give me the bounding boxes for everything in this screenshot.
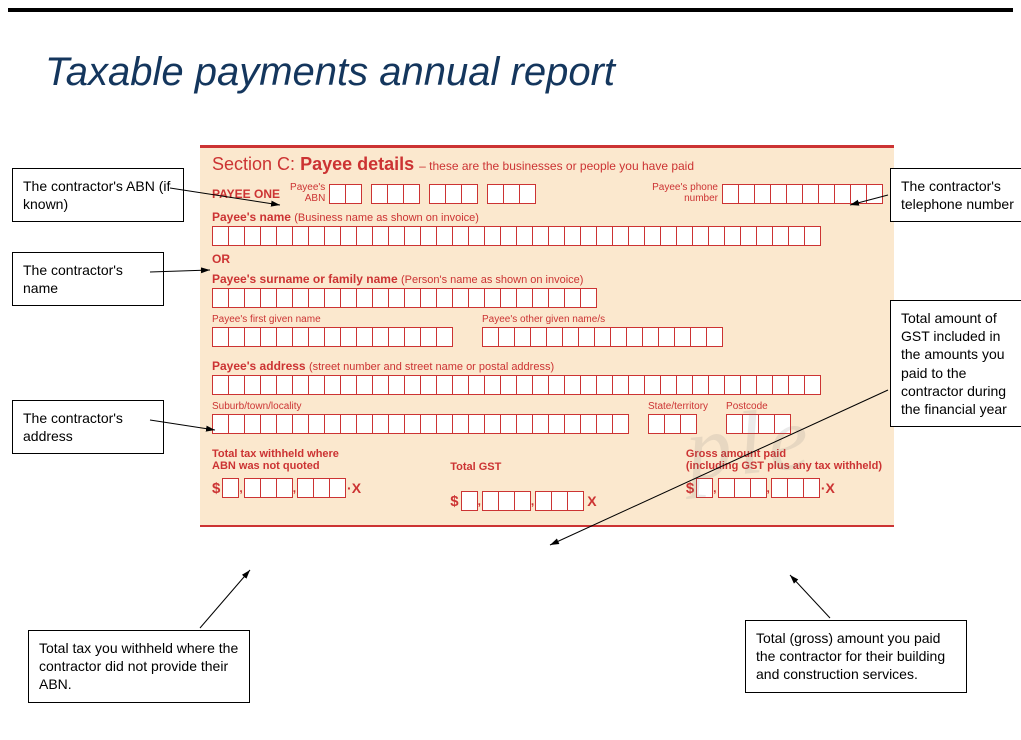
page-top-border [8,8,1013,12]
surname-heading: Payee's surname or family name (Person's… [212,272,882,286]
gross-input[interactable]: $,,·X [686,478,882,498]
address-heading: Payee's address (street number and stree… [212,359,882,373]
address-label: Payee's address [212,359,306,373]
payee-abn-row: PAYEE ONE Payee's ABN Payee's phone numb… [212,183,882,204]
suburb-input[interactable] [212,414,628,434]
gross-label: Gross amount paid (including GST plus an… [686,448,882,474]
suburb-row: Suburb/town/locality State/territory Pos… [212,401,882,440]
payee-abn-label: Payee's ABN [290,183,325,204]
section-sub: – these are the businesses or people you… [419,159,694,173]
first-given-label: Payee's first given name [212,314,452,325]
payee-name-hint: (Business name as shown on invoice) [294,212,479,224]
payee-phone-label: Payee's phone number [652,183,718,204]
form-section-c: Section C: Payee details – these are the… [200,145,894,527]
callout-gst: Total amount of GST included in the amou… [890,300,1021,427]
section-heading: Section C: Payee details – these are the… [212,154,882,175]
given-names-row: Payee's first given name Payee's other g… [212,314,882,353]
payee-one-label: PAYEE ONE [212,187,280,201]
page-title: Taxable payments annual report [45,50,615,95]
abn-input-boxes[interactable] [329,184,535,204]
postcode-label: Postcode [726,401,790,412]
state-label: State/territory [648,401,708,412]
address-hint: (street number and street name or postal… [309,361,554,373]
callout-withheld: Total tax you withheld where the contrac… [28,630,250,703]
payee-name-heading: Payee's name (Business name as shown on … [212,210,882,224]
postcode-input[interactable] [726,414,790,434]
first-given-input[interactable] [212,327,452,347]
callout-phone: The contractor's telephone number [890,168,1021,222]
other-given-input[interactable] [482,327,722,347]
section-label: Section C: [212,154,295,174]
total-gst-col: Total GST $,,X [450,448,596,511]
total-tax-label: Total tax withheld where ABN was not quo… [212,448,361,474]
callout-gross: Total (gross) amount you paid the contra… [745,620,967,693]
payee-name-label: Payee's name [212,210,291,224]
gross-col: Gross amount paid (including GST plus an… [686,448,882,498]
totals-row: Total tax withheld where ABN was not quo… [212,448,882,511]
other-given-label: Payee's other given name/s [482,314,722,325]
callout-abn: The contractor's ABN (if known) [12,168,184,222]
callout-address: The contractor's address [12,400,164,454]
surname-label: Payee's surname or family name [212,272,398,286]
address-input[interactable] [212,375,882,395]
phone-input-boxes[interactable] [722,184,882,204]
suburb-label: Suburb/town/locality [212,401,628,412]
state-input[interactable] [648,414,708,434]
callout-name: The contractor's name [12,252,164,306]
or-label: OR [212,252,882,266]
total-gst-input[interactable]: $,,X [450,491,596,511]
section-title: Payee details [300,154,414,174]
total-gst-label: Total GST [450,448,596,487]
payee-name-input[interactable] [212,226,882,246]
total-tax-input[interactable]: $,,·X [212,478,361,498]
surname-hint: (Person's name as shown on invoice) [401,274,583,286]
surname-input[interactable] [212,288,882,308]
total-tax-col: Total tax withheld where ABN was not quo… [212,448,361,498]
